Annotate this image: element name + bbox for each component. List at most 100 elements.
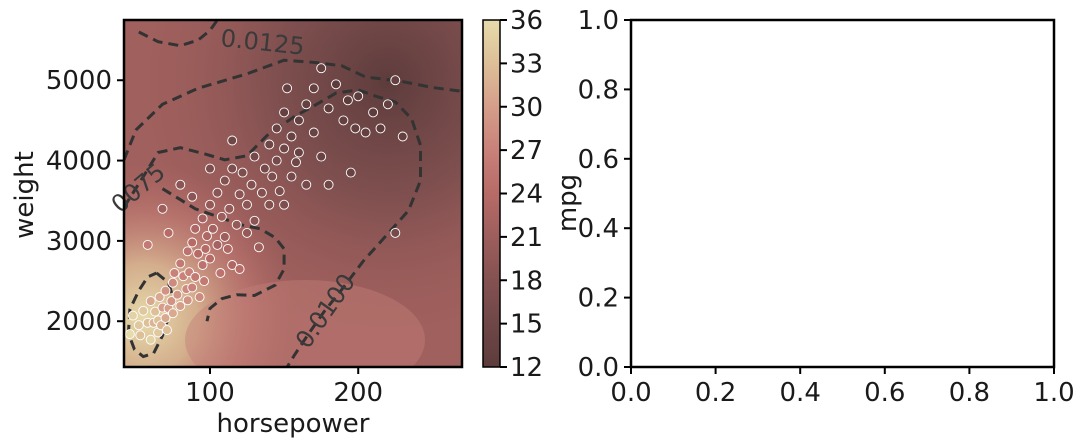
density-contour-3 xyxy=(124,58,462,161)
scatter-point xyxy=(331,79,341,90)
x-tick-label: 0.4 xyxy=(780,378,821,408)
y-tick-label: 0.2 xyxy=(578,284,619,314)
scatter-point xyxy=(205,163,215,174)
scatter-point xyxy=(224,203,235,214)
scatter-point xyxy=(271,155,282,166)
contour-background xyxy=(124,20,462,367)
left-y-ticks: 2000 3000 4000 5000 xyxy=(46,66,124,337)
scatter-point xyxy=(212,187,223,198)
scatter-point xyxy=(308,83,319,94)
left-axes-frame xyxy=(122,18,464,369)
scatter-point xyxy=(145,334,156,345)
scatter-point xyxy=(237,167,248,178)
scatter-point xyxy=(207,223,218,234)
scatter-point xyxy=(286,171,297,182)
colorbar-tick-label: 36 xyxy=(510,6,543,36)
scatter-point xyxy=(219,231,230,242)
scatter-point xyxy=(162,325,172,336)
scatter-point xyxy=(323,179,334,190)
colorbar: 12 15 18 21 24 27 30 33 36 mpg xyxy=(482,6,583,383)
scatter-point xyxy=(279,107,290,118)
scatter-point xyxy=(127,310,138,321)
scatter-point xyxy=(264,139,275,150)
scatter-point xyxy=(323,103,334,114)
scatter-point xyxy=(375,123,386,134)
scatter-point xyxy=(246,179,257,190)
y-tick-label: 0.4 xyxy=(578,214,619,244)
scatter-point xyxy=(199,276,210,287)
scatter-point xyxy=(194,292,205,303)
y-tick-label: 1.0 xyxy=(578,6,619,36)
scatter-point xyxy=(163,227,174,238)
scatter-point xyxy=(368,107,379,118)
scatter-point xyxy=(124,329,135,340)
scatter-point xyxy=(231,219,242,230)
colorbar-tick-label: 12 xyxy=(510,353,543,383)
scatter-point xyxy=(256,187,267,198)
scatter-point xyxy=(253,242,264,253)
scatter-point xyxy=(316,63,327,74)
scatter-point xyxy=(193,248,204,259)
scatter-point xyxy=(142,239,153,250)
colorbar-label: mpg xyxy=(553,174,583,232)
scatter-point xyxy=(187,191,198,202)
left-x-ticks: 100 200 xyxy=(185,367,383,408)
scatter-point xyxy=(267,171,278,182)
colorbar-tick-label: 24 xyxy=(510,180,543,210)
scatter-point xyxy=(166,296,177,307)
scatter-point xyxy=(227,163,238,174)
scatter-point xyxy=(219,175,230,186)
scatter-point xyxy=(138,305,149,316)
scatter-point xyxy=(182,246,193,257)
scatter-point xyxy=(154,292,165,303)
scatter-points xyxy=(124,63,408,345)
scatter-point xyxy=(187,237,198,248)
scatter-point xyxy=(215,268,226,278)
right-x-ticks: 0.0 0.2 0.4 0.6 0.8 1.0 xyxy=(610,367,1075,408)
scatter-point xyxy=(293,147,304,158)
y-tick-label: 0.0 xyxy=(578,353,619,383)
scatter-point xyxy=(135,330,146,341)
left-axes: 0.0125 0075 0.0100 100 200 20003000400050… xyxy=(10,18,464,439)
scatter-point xyxy=(390,75,401,86)
colorbar-tick-label: 30 xyxy=(510,93,543,123)
scatter-point xyxy=(222,243,233,254)
scatter-point xyxy=(175,258,186,269)
colorbar-ticks: 12 15 18 21 24 27 30 33 36 xyxy=(500,6,543,383)
y-tick-label: 5000 xyxy=(46,66,112,96)
colorbar-tick-label: 18 xyxy=(510,266,543,296)
colorbar-gradient xyxy=(483,20,500,367)
scatter-point xyxy=(274,186,285,197)
scatter-point xyxy=(212,239,223,250)
y-tick-label: 0.8 xyxy=(578,75,619,105)
scatter-point xyxy=(259,163,270,174)
scatter-point xyxy=(397,131,408,142)
scatter-point xyxy=(205,253,215,264)
density-contour-4 xyxy=(126,271,175,359)
right-y-ticks: 0.0 0.2 0.4 0.6 0.8 1.0 xyxy=(578,6,631,383)
density-contour-1 xyxy=(124,88,422,367)
x-tick-label: 200 xyxy=(333,378,383,408)
y-tick-label: 3000 xyxy=(46,227,112,257)
scatter-point xyxy=(242,227,252,238)
scatter-point xyxy=(293,115,304,126)
scatter-point xyxy=(190,272,201,282)
x-tick-label: 0.0 xyxy=(610,378,651,408)
scatter-point xyxy=(205,199,215,210)
scatter-point xyxy=(342,95,353,106)
colorbar-tick-label: 21 xyxy=(510,223,543,253)
bottom-warm-band xyxy=(185,280,425,367)
left-y-axis-label: weight xyxy=(10,151,40,239)
scatter-point xyxy=(197,260,208,270)
scatter-point xyxy=(200,243,211,254)
scatter-point xyxy=(301,99,312,110)
scatter-point xyxy=(175,179,186,190)
scatter-point xyxy=(390,227,401,238)
scatter-point xyxy=(197,213,208,224)
scatter-point xyxy=(279,143,290,154)
scatter-point xyxy=(227,135,238,146)
colorbar-tick-label: 15 xyxy=(510,310,543,340)
scatter-point xyxy=(175,301,186,311)
scatter-point xyxy=(360,127,371,138)
